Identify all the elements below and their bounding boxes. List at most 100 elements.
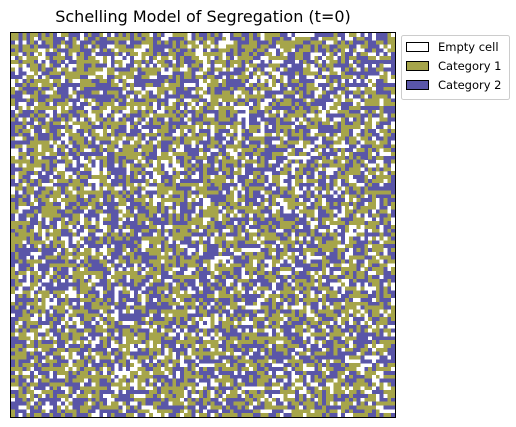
- cell-category-1: [341, 71, 346, 76]
- cell-category-2: [133, 221, 138, 226]
- cell-category-2: [375, 59, 380, 64]
- cell-category-2: [137, 129, 142, 133]
- cell-category-2: [45, 263, 50, 268]
- cell-category-2: [214, 152, 219, 156]
- cell-category-2: [168, 59, 173, 64]
- cell-category-2: [283, 33, 288, 37]
- cell-category-2: [337, 267, 342, 272]
- cell-category-1: [302, 248, 307, 252]
- cell-category-2: [295, 228, 300, 233]
- cell-category-1: [64, 129, 69, 133]
- cell-category-2: [302, 213, 307, 218]
- cell-category-1: [183, 228, 188, 233]
- cell-category-2: [256, 79, 261, 83]
- cell-category-2: [302, 105, 307, 110]
- cell-category-1: [345, 132, 349, 137]
- cell-category-2: [283, 140, 288, 145]
- cell-category-1: [64, 33, 69, 37]
- cell-category-1: [57, 82, 61, 87]
- cell-category-1: [341, 75, 346, 80]
- cell-category-1: [368, 152, 373, 156]
- cell-category-2: [314, 63, 319, 68]
- cell-category-2: [206, 171, 211, 176]
- cell-category-1: [199, 59, 204, 64]
- cell-category-1: [49, 71, 54, 76]
- cell-category-1: [133, 44, 138, 49]
- cell-category-1: [76, 71, 81, 76]
- cell-category-1: [325, 75, 330, 80]
- cell-category-1: [249, 217, 253, 222]
- cell-category-2: [183, 105, 188, 110]
- cell-category-2: [14, 198, 19, 203]
- cell-category-1: [383, 136, 388, 141]
- cell-category-1: [291, 240, 296, 245]
- cell-category-1: [95, 102, 100, 107]
- cell-category-2: [57, 40, 61, 45]
- cell-category-2: [272, 190, 277, 195]
- cell-category-2: [210, 109, 215, 114]
- cell-category-2: [375, 90, 380, 95]
- cell-category-2: [133, 213, 138, 218]
- cell-category-2: [291, 267, 296, 272]
- cell-category-2: [306, 167, 311, 172]
- cell-category-2: [360, 33, 365, 37]
- cell-category-2: [137, 228, 142, 233]
- cell-category-2: [299, 98, 303, 103]
- cell-category-1: [229, 209, 234, 214]
- cell-category-1: [233, 59, 238, 64]
- cell-category-1: [226, 244, 230, 249]
- cell-category-1: [57, 52, 61, 57]
- cell-category-2: [245, 79, 250, 83]
- cell-category-2: [99, 113, 104, 118]
- cell-category-1: [383, 167, 388, 172]
- cell-category-2: [160, 213, 165, 218]
- cell-category-1: [176, 225, 181, 229]
- cell-category-1: [329, 221, 334, 226]
- cell-category-2: [172, 194, 177, 199]
- cell-category-1: [26, 182, 31, 187]
- cell-category-2: [299, 248, 303, 252]
- cell-category-1: [37, 178, 42, 183]
- cell-category-2: [252, 178, 257, 183]
- cell-category-2: [64, 117, 69, 122]
- cell-category-2: [210, 232, 215, 237]
- cell-category-1: [168, 221, 173, 226]
- cell-category-1: [203, 44, 207, 49]
- cell-category-2: [122, 56, 127, 60]
- cell-category-1: [30, 152, 35, 156]
- cell-category-1: [126, 48, 131, 53]
- cell-category-1: [302, 232, 307, 237]
- cell-category-2: [91, 240, 96, 245]
- cell-category-1: [53, 232, 58, 237]
- cell-category-2: [302, 190, 307, 195]
- cell-category-2: [364, 167, 369, 172]
- cell-category-1: [179, 129, 184, 133]
- cell-category-1: [14, 209, 19, 214]
- cell-category-1: [356, 209, 361, 214]
- cell-category-1: [26, 56, 31, 60]
- cell-category-2: [18, 255, 23, 260]
- cell-category-2: [164, 102, 169, 107]
- cell-category-1: [130, 186, 134, 191]
- cell-category-2: [199, 175, 204, 179]
- cell-category-2: [299, 86, 303, 91]
- cell-category-1: [91, 271, 96, 275]
- cell-category-1: [356, 248, 361, 252]
- cell-category-1: [183, 232, 188, 237]
- cell-category-1: [352, 213, 357, 218]
- cell-category-1: [345, 209, 349, 214]
- cell-category-1: [107, 248, 111, 252]
- cell-category-2: [322, 40, 326, 45]
- cell-category-1: [49, 194, 54, 199]
- cell-category-1: [222, 248, 227, 252]
- cell-category-2: [322, 82, 326, 87]
- cell-category-2: [34, 248, 38, 252]
- cell-category-1: [83, 144, 88, 149]
- cell-category-1: [260, 71, 265, 76]
- cell-category-1: [214, 182, 219, 187]
- cell-category-2: [153, 255, 157, 260]
- cell-category-2: [375, 152, 380, 156]
- cell-category-1: [222, 59, 227, 64]
- cell-category-1: [49, 33, 54, 37]
- cell-category-2: [218, 163, 223, 168]
